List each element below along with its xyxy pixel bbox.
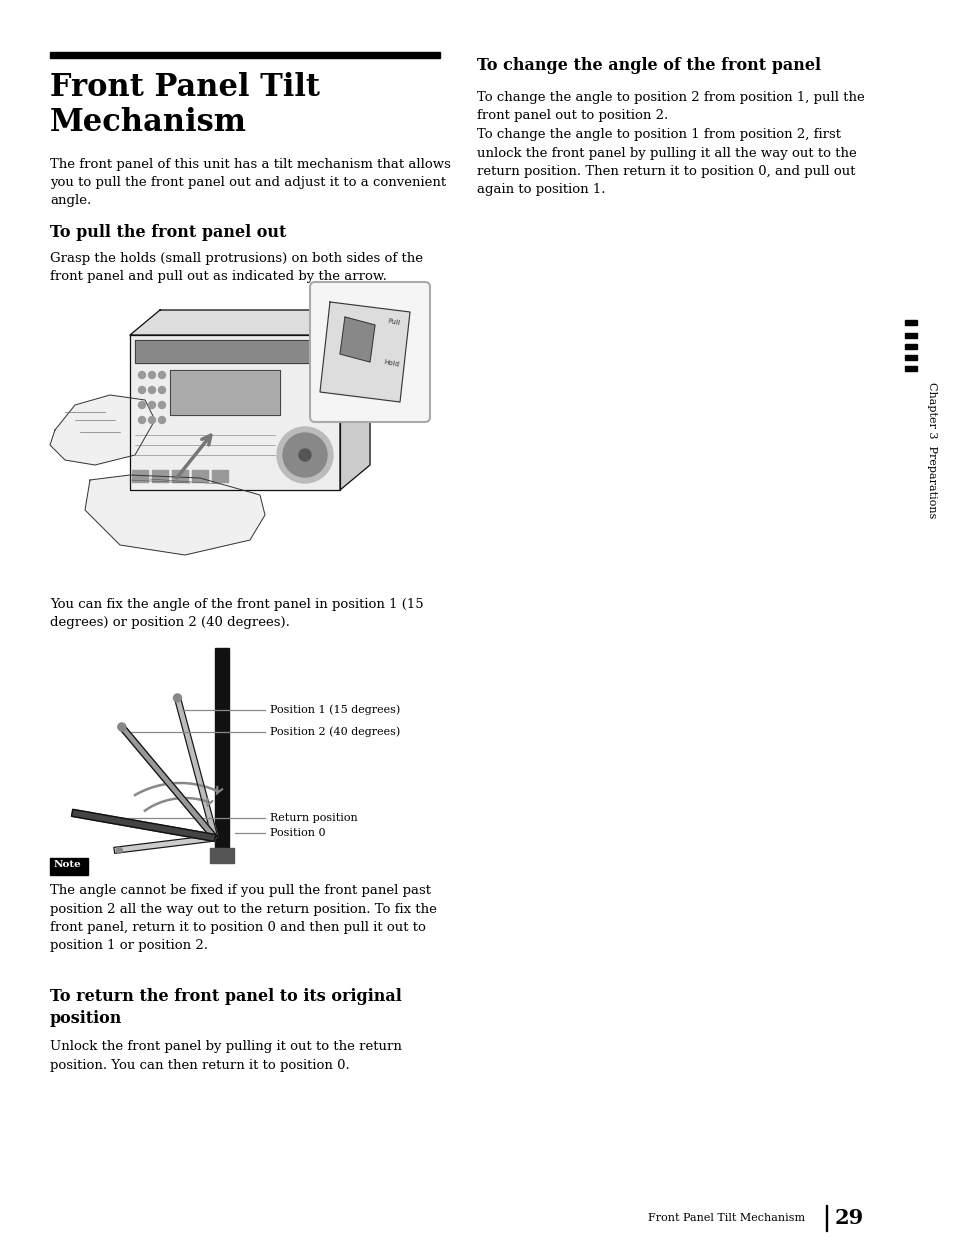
Polygon shape xyxy=(130,310,370,335)
Text: You can fix the angle of the front panel in position 1 (15
degrees) or position : You can fix the angle of the front panel… xyxy=(50,598,423,629)
Text: To change the angle of the front panel: To change the angle of the front panel xyxy=(476,57,821,73)
Bar xyxy=(904,320,916,325)
Circle shape xyxy=(138,387,146,393)
Polygon shape xyxy=(212,470,228,481)
Circle shape xyxy=(298,449,311,462)
Text: Position 2 (40 degrees): Position 2 (40 degrees) xyxy=(270,726,400,738)
Circle shape xyxy=(158,372,165,378)
Polygon shape xyxy=(119,725,217,840)
Bar xyxy=(904,355,916,360)
Text: Pull: Pull xyxy=(387,318,400,326)
Text: Position 0: Position 0 xyxy=(270,829,325,838)
Circle shape xyxy=(116,847,122,853)
FancyBboxPatch shape xyxy=(310,282,430,422)
Circle shape xyxy=(149,387,155,393)
Polygon shape xyxy=(130,335,339,490)
Polygon shape xyxy=(71,810,215,841)
Bar xyxy=(904,366,916,371)
Polygon shape xyxy=(113,835,215,853)
Text: Unlock the front panel by pulling it out to the return
position. You can then re: Unlock the front panel by pulling it out… xyxy=(50,1040,401,1071)
Polygon shape xyxy=(132,470,148,481)
Circle shape xyxy=(149,402,155,408)
Polygon shape xyxy=(170,369,280,415)
Circle shape xyxy=(276,427,333,483)
Bar xyxy=(50,52,439,58)
Text: The angle cannot be fixed if you pull the front panel past
position 2 all the wa: The angle cannot be fixed if you pull th… xyxy=(50,884,436,953)
Bar xyxy=(904,333,916,338)
Polygon shape xyxy=(174,697,217,838)
Circle shape xyxy=(158,402,165,408)
Circle shape xyxy=(149,372,155,378)
Text: To change the angle to position 2 from position 1, pull the
front panel out to p: To change the angle to position 2 from p… xyxy=(476,91,863,197)
Polygon shape xyxy=(50,396,154,465)
Circle shape xyxy=(158,387,165,393)
Text: Front Panel Tilt Mechanism: Front Panel Tilt Mechanism xyxy=(647,1213,804,1223)
Circle shape xyxy=(117,723,126,731)
Polygon shape xyxy=(339,310,370,490)
Circle shape xyxy=(173,694,181,702)
Polygon shape xyxy=(152,470,168,481)
Polygon shape xyxy=(85,475,265,555)
Text: The front panel of this unit has a tilt mechanism that allows
you to pull the fr: The front panel of this unit has a tilt … xyxy=(50,158,451,207)
Text: Return position: Return position xyxy=(270,812,357,822)
Polygon shape xyxy=(192,470,208,481)
Text: Front Panel Tilt: Front Panel Tilt xyxy=(50,72,319,103)
Circle shape xyxy=(149,417,155,423)
Polygon shape xyxy=(135,340,335,363)
Text: Mechanism: Mechanism xyxy=(50,107,247,138)
Circle shape xyxy=(138,402,146,408)
Circle shape xyxy=(138,372,146,378)
Text: Chapter 3  Preparations: Chapter 3 Preparations xyxy=(926,382,936,519)
Text: Position 1 (15 degrees): Position 1 (15 degrees) xyxy=(270,704,400,715)
Polygon shape xyxy=(214,648,229,848)
Bar xyxy=(904,345,916,350)
Circle shape xyxy=(283,433,327,476)
Polygon shape xyxy=(319,302,410,402)
Bar xyxy=(50,858,88,875)
Polygon shape xyxy=(172,470,188,481)
Text: Grasp the holds (small protrusions) on both sides of the
front panel and pull ou: Grasp the holds (small protrusions) on b… xyxy=(50,253,422,282)
Text: Note: Note xyxy=(54,860,82,870)
Circle shape xyxy=(138,417,146,423)
Text: 29: 29 xyxy=(834,1208,863,1228)
Text: Hold: Hold xyxy=(382,360,399,368)
Bar xyxy=(825,1205,826,1232)
Polygon shape xyxy=(210,848,233,863)
Text: To pull the front panel out: To pull the front panel out xyxy=(50,224,286,241)
Polygon shape xyxy=(339,317,375,362)
Text: To return the front panel to its original
position: To return the front panel to its origina… xyxy=(50,988,401,1028)
Circle shape xyxy=(158,417,165,423)
